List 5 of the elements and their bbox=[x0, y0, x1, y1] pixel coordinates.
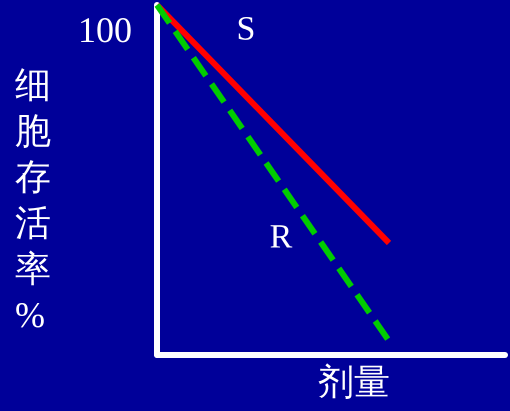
y-axis-title: 细胞存活率% bbox=[15, 65, 51, 335]
text: 100 bbox=[78, 10, 132, 50]
x-axis-title: 剂量 bbox=[318, 362, 390, 402]
series-label: S bbox=[236, 10, 256, 48]
series-label: R bbox=[270, 218, 293, 256]
